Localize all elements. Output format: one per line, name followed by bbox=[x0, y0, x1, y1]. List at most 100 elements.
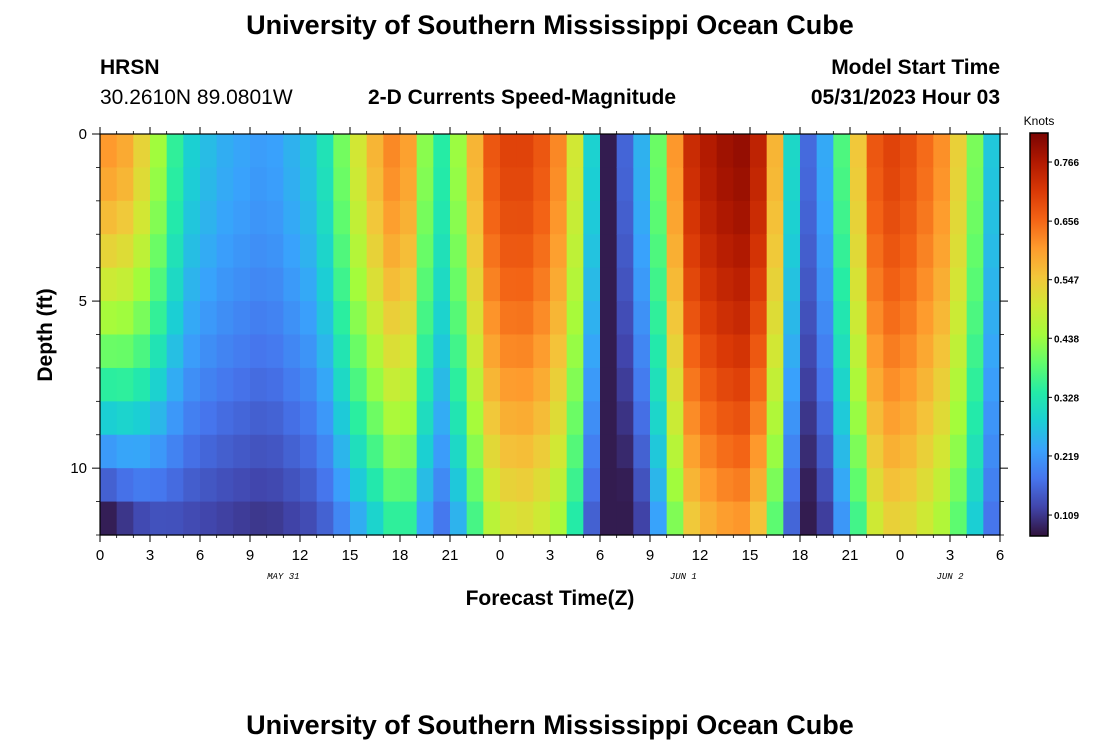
heatmap-cell bbox=[766, 267, 784, 302]
heatmap-cell bbox=[833, 167, 851, 202]
heatmap-cell bbox=[716, 301, 734, 336]
heatmap-cell bbox=[400, 367, 418, 402]
heatmap-cell bbox=[700, 501, 718, 536]
heatmap-cell bbox=[383, 434, 401, 469]
heatmap-cell bbox=[100, 267, 118, 302]
heatmap-cell bbox=[950, 401, 968, 436]
heatmap-cell bbox=[600, 234, 618, 269]
heatmap-cell bbox=[250, 200, 268, 235]
heatmap-cell bbox=[300, 134, 318, 169]
x-tick-label: 15 bbox=[342, 547, 359, 564]
heatmap-cell bbox=[150, 134, 168, 169]
heatmap-cell bbox=[366, 401, 384, 436]
heatmap-cell bbox=[366, 501, 384, 536]
heatmap-cell bbox=[833, 367, 851, 402]
y-axis-label: Depth (ft) bbox=[34, 288, 57, 381]
x-tick-label: 12 bbox=[692, 547, 709, 564]
heatmap-cell bbox=[600, 301, 618, 336]
heatmap-cell bbox=[750, 434, 768, 469]
heatmap-cell bbox=[333, 367, 351, 402]
heatmap-cell bbox=[600, 401, 618, 436]
heatmap-cell bbox=[683, 367, 701, 402]
heatmap-cell bbox=[566, 167, 584, 202]
heatmap-cell bbox=[783, 434, 801, 469]
heatmap-cell bbox=[416, 401, 434, 436]
heatmap-cell bbox=[933, 334, 951, 369]
heatmap-cell bbox=[433, 267, 451, 302]
y-tick-label: 10 bbox=[70, 460, 87, 477]
heatmap-cell bbox=[150, 267, 168, 302]
heatmap-cell bbox=[283, 501, 301, 536]
heatmap-cell bbox=[733, 267, 751, 302]
x-tick-label: 21 bbox=[842, 547, 859, 564]
heatmap-cell bbox=[366, 301, 384, 336]
heatmap-cell bbox=[316, 434, 334, 469]
heatmap-cell bbox=[850, 267, 868, 302]
heatmap-cell bbox=[800, 234, 818, 269]
heatmap-cell bbox=[483, 301, 501, 336]
heatmap-cell bbox=[483, 234, 501, 269]
heatmap-cell bbox=[950, 334, 968, 369]
station-name: HRSN bbox=[100, 56, 160, 79]
heatmap-cell bbox=[166, 267, 184, 302]
heatmap-cell bbox=[916, 334, 934, 369]
heatmap-cell bbox=[500, 501, 518, 536]
heatmap-cell bbox=[866, 367, 884, 402]
heatmap-cell bbox=[383, 367, 401, 402]
heatmap-cell bbox=[216, 234, 234, 269]
heatmap-cell bbox=[783, 334, 801, 369]
heatmap-cell bbox=[633, 434, 651, 469]
heatmap-cell bbox=[100, 501, 118, 536]
heatmap-cell bbox=[566, 501, 584, 536]
heatmap-cell bbox=[583, 468, 601, 503]
heatmap-cell bbox=[166, 367, 184, 402]
heatmap-cell bbox=[600, 501, 618, 536]
heatmap-cell bbox=[200, 434, 218, 469]
heatmap-cell bbox=[266, 167, 284, 202]
x-tick-label: 15 bbox=[742, 547, 759, 564]
heatmap-cell bbox=[200, 167, 218, 202]
heatmap-cell bbox=[316, 501, 334, 536]
heatmap-cell bbox=[916, 267, 934, 302]
heatmap-cell bbox=[666, 267, 684, 302]
x-tick-label: 6 bbox=[996, 547, 1004, 564]
heatmap-cell bbox=[700, 468, 718, 503]
heatmap-cell bbox=[383, 301, 401, 336]
heatmap-cell bbox=[700, 301, 718, 336]
heatmap-cell bbox=[466, 434, 484, 469]
heatmap-cell bbox=[383, 267, 401, 302]
heatmap-cell bbox=[300, 234, 318, 269]
heatmap-cell bbox=[433, 367, 451, 402]
heatmap-cell bbox=[350, 434, 368, 469]
heatmap-cell bbox=[466, 167, 484, 202]
heatmap-cell bbox=[633, 167, 651, 202]
heatmap-cell bbox=[983, 401, 1001, 436]
colorbar-tick-label: 0.656 bbox=[1054, 217, 1079, 228]
heatmap-cell bbox=[783, 468, 801, 503]
heatmap-cell bbox=[650, 134, 668, 169]
heatmap-cell bbox=[183, 134, 201, 169]
heatmap-cell bbox=[750, 501, 768, 536]
heatmap-cell bbox=[566, 200, 584, 235]
heatmap-cell bbox=[900, 434, 918, 469]
heatmap-cell bbox=[266, 234, 284, 269]
heatmap-cell bbox=[466, 367, 484, 402]
heatmap-cell bbox=[683, 401, 701, 436]
heatmap-cell bbox=[450, 134, 468, 169]
heatmap-cell bbox=[600, 367, 618, 402]
heatmap-cell bbox=[950, 267, 968, 302]
heatmap-cell bbox=[200, 267, 218, 302]
heatmap-cell bbox=[350, 468, 368, 503]
heatmap-cell bbox=[766, 468, 784, 503]
heatmap-cell bbox=[650, 301, 668, 336]
heatmap-cell bbox=[883, 134, 901, 169]
heatmap-cell bbox=[816, 468, 834, 503]
heatmap-cell bbox=[150, 367, 168, 402]
heatmap-cell bbox=[766, 401, 784, 436]
heatmap-cell bbox=[383, 234, 401, 269]
heatmap-cell bbox=[616, 301, 634, 336]
heatmap-cell bbox=[700, 200, 718, 235]
heatmap-cell bbox=[750, 234, 768, 269]
heatmap-cell bbox=[450, 401, 468, 436]
